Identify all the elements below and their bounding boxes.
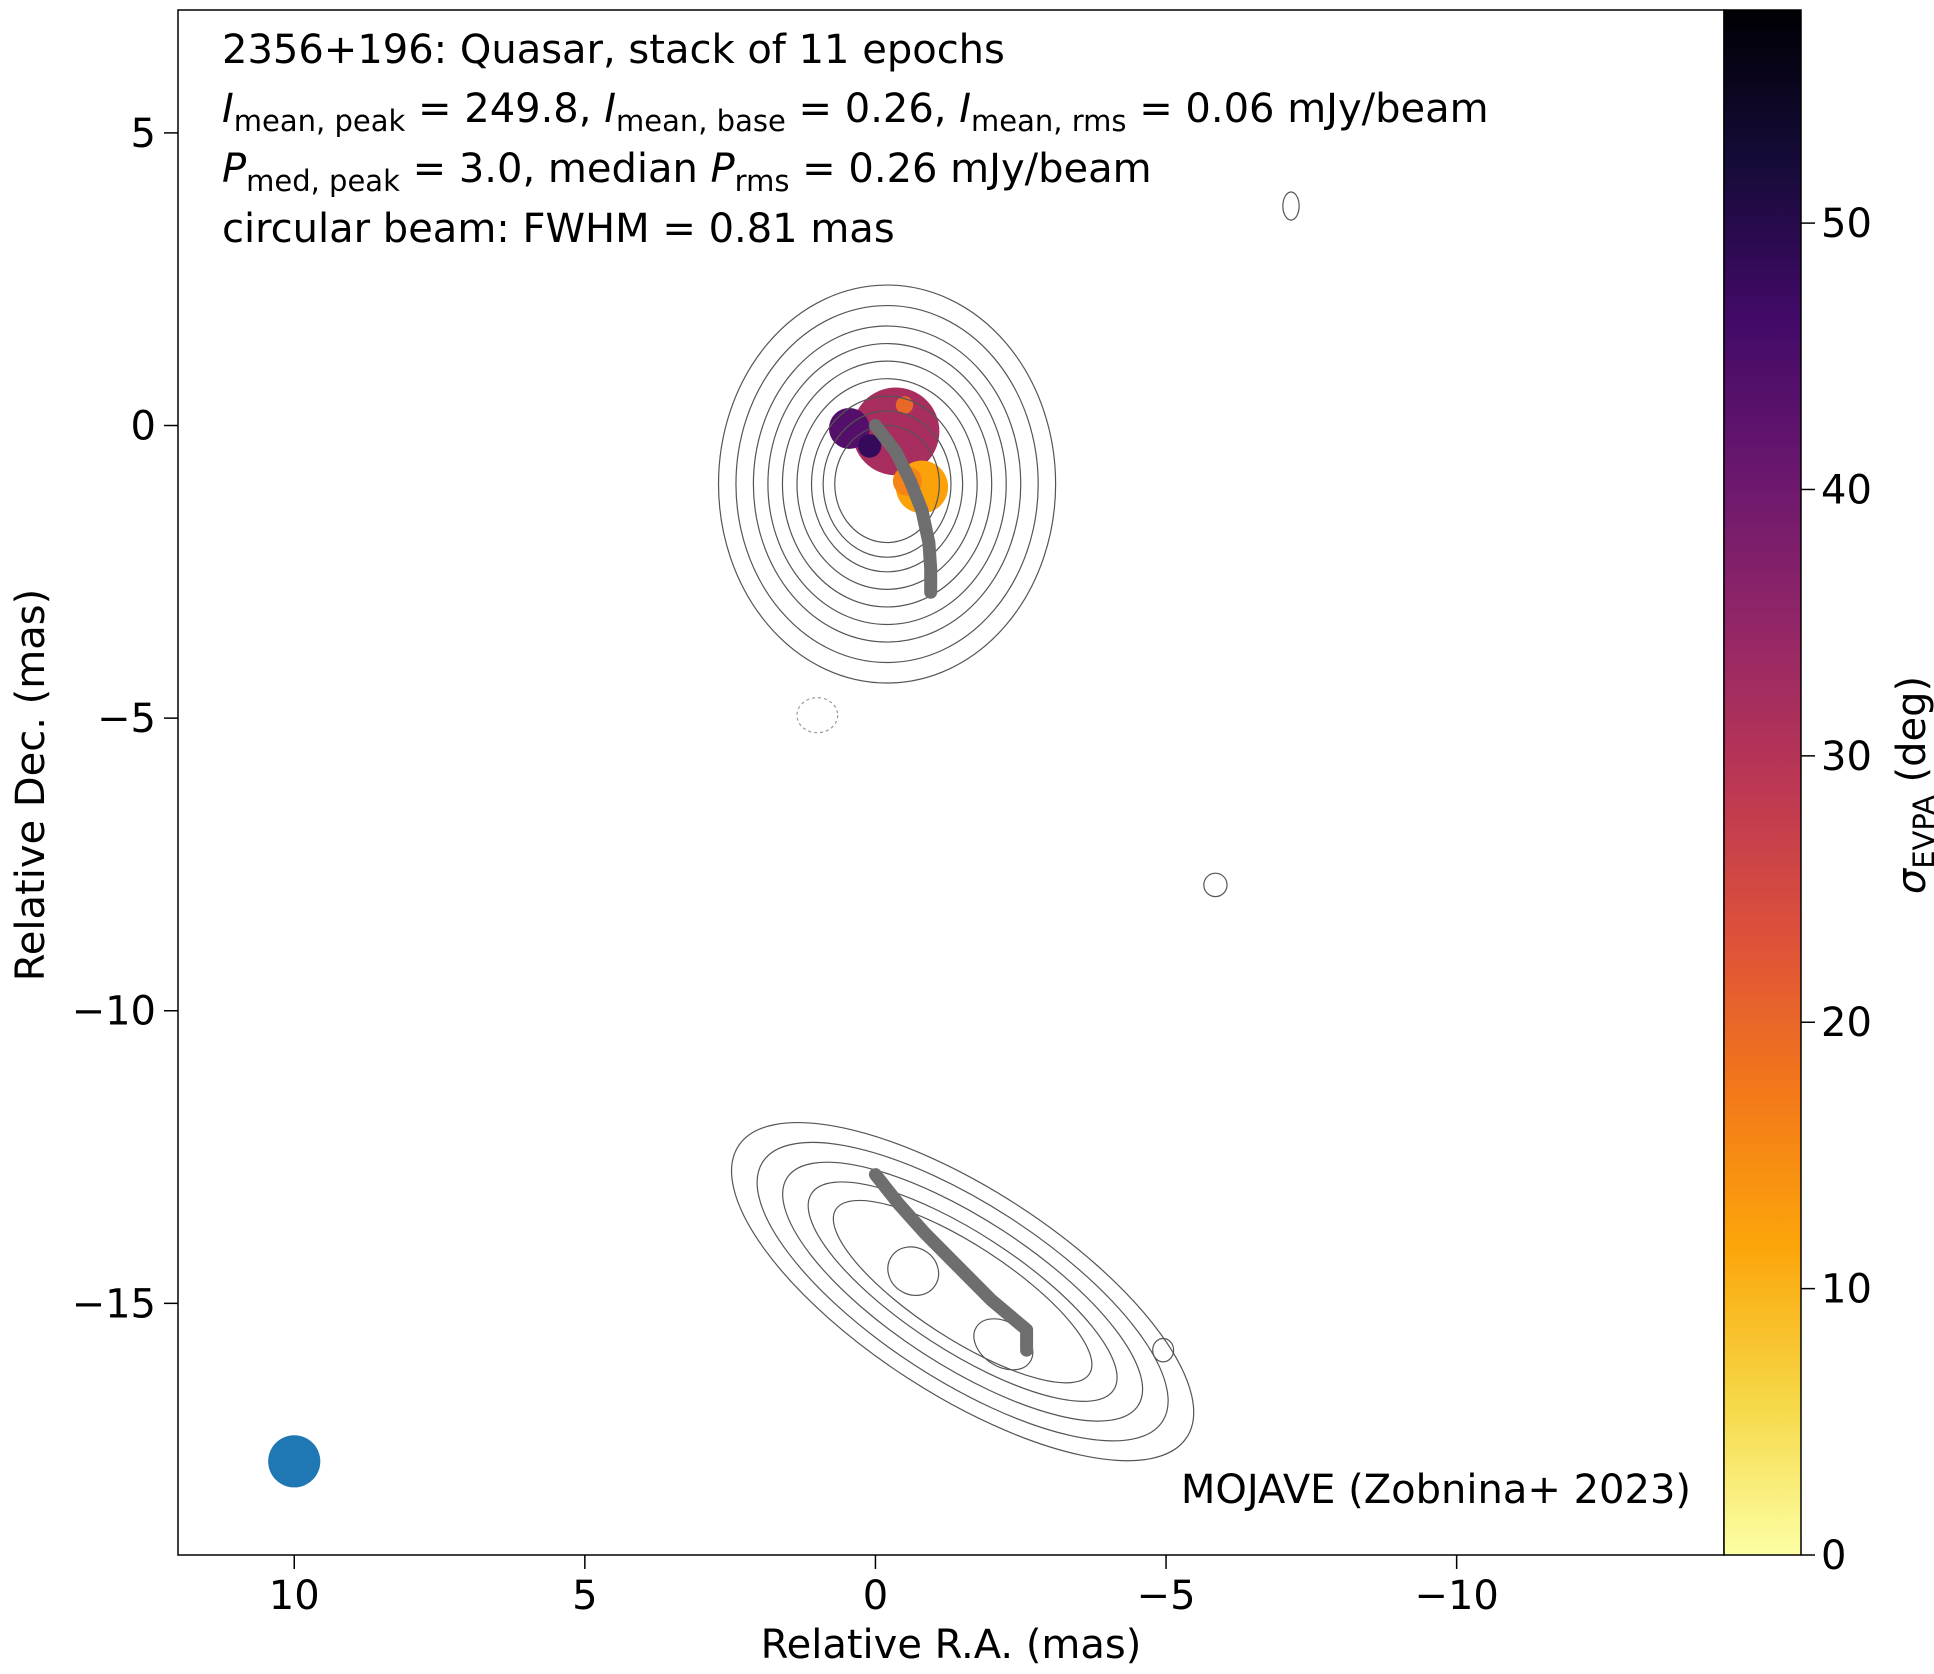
jet-contour xyxy=(730,1121,1195,1462)
core-contour xyxy=(822,410,952,558)
x-tick-label: −10 xyxy=(1414,1573,1498,1619)
ridge-line xyxy=(868,1168,1034,1357)
knot-contour xyxy=(887,1246,940,1297)
x-tick-label: 10 xyxy=(269,1573,320,1619)
beam-ellipse xyxy=(268,1435,321,1488)
isolated-contour xyxy=(796,697,839,734)
x-tick-label: 5 xyxy=(572,1573,597,1619)
intensity-contours xyxy=(717,191,1300,1462)
jet-contour xyxy=(832,1199,1093,1384)
isolated-contour xyxy=(1152,1337,1175,1363)
colorbar-tick-label: 20 xyxy=(1821,1000,1872,1046)
isolated-contour xyxy=(1282,191,1300,221)
core-contour xyxy=(752,325,1022,643)
jet-contour xyxy=(756,1141,1169,1442)
core-contour xyxy=(767,342,1007,626)
y-axis-ticks: 5 0 −5 −10 −15 xyxy=(72,111,178,1327)
colorbar xyxy=(1723,9,1802,1556)
evpa-sigma-patch xyxy=(895,396,914,414)
plot-area xyxy=(268,191,1300,1488)
x-axis-label: Relative R.A. (mas) xyxy=(761,1622,1142,1668)
core-contour xyxy=(834,424,940,544)
credit-label: MOJAVE (Zobnina+ 2023) xyxy=(1181,1467,1691,1513)
core-contour xyxy=(796,378,978,590)
isolated-contour xyxy=(1203,872,1228,898)
colorbar-label: σEVPA (deg) xyxy=(1889,676,1934,894)
core-contour xyxy=(781,360,993,608)
colorbar-ticks: 0 10 20 30 40 50 xyxy=(1801,201,1872,1579)
colorbar-tick-label: 10 xyxy=(1821,1267,1872,1313)
x-tick-label: 0 xyxy=(863,1573,888,1619)
y-tick-label: −5 xyxy=(97,696,156,742)
evpa-sigma-patch xyxy=(858,434,882,458)
annotation-line-2: Imean, peak = 249.8, Imean, base = 0.26,… xyxy=(222,86,1489,138)
y-axis-label: Relative Dec. (mas) xyxy=(8,589,54,981)
annotation-line-1: 2356+196: Quasar, stack of 11 epochs xyxy=(222,27,1005,73)
x-tick-label: −5 xyxy=(1137,1573,1196,1619)
annotation-block: 2356+196: Quasar, stack of 11 epochs Ime… xyxy=(222,27,1489,252)
x-axis-ticks: 10 5 0 −5 −10 xyxy=(269,1555,1499,1619)
jet-contour xyxy=(807,1181,1118,1402)
colorbar-tick-label: 0 xyxy=(1821,1533,1846,1579)
y-tick-label: −10 xyxy=(72,989,156,1035)
ridge-line xyxy=(868,419,938,599)
core-contour xyxy=(810,395,964,573)
y-tick-label: 0 xyxy=(131,404,156,450)
core-contour xyxy=(717,284,1057,684)
colorbar-tick-label: 40 xyxy=(1821,467,1872,513)
annotation-line-4: circular beam: FWHM = 0.81 mas xyxy=(222,206,895,252)
colorbar-tick-label: 30 xyxy=(1821,734,1872,780)
annotation-line-3: Pmed, peak = 3.0, median Prms = 0.26 mJy… xyxy=(222,146,1152,198)
colorbar-tick-label: 50 xyxy=(1821,201,1872,247)
y-tick-label: 5 xyxy=(131,111,156,157)
jet-ridge-lines xyxy=(868,419,1034,1357)
jet-contour xyxy=(782,1161,1144,1422)
core-contour xyxy=(735,304,1039,664)
y-tick-label: −15 xyxy=(72,1281,156,1327)
